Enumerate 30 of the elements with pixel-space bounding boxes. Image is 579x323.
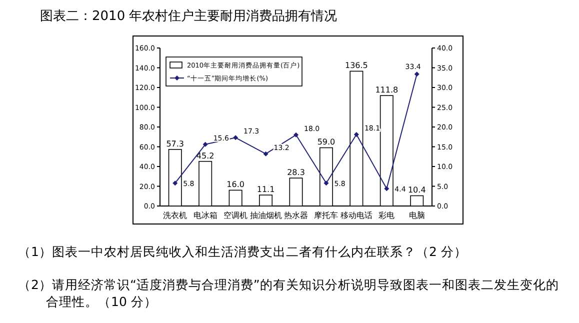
data-label: 57.3 [166,139,184,148]
x-tick-label: 抽油烟机 [250,211,282,220]
x-tick-label: 热水器 [284,211,308,220]
x-tick-label: 移动电话 [340,211,372,220]
x-tick-label: 空调机 [224,211,248,220]
point [294,132,298,138]
data-label: 10.4 [408,186,426,195]
point [384,186,390,192]
chart-title: 图表二：2010 年农村住户主要耐用消费品拥有情况 [40,8,338,25]
data-label: 59.0 [317,138,336,147]
x-tick-label: 电脑 [408,211,425,220]
text: （1）图表一中农村居民纯收入和生活消费支出二者有什么内在联系？（2 分） [18,243,468,260]
point [414,72,420,77]
x-tick-label: 洗衣机 [163,211,188,220]
data-label: 16.0 [226,180,244,190]
point [172,180,178,186]
data-label: 111.8 [375,86,398,95]
point [263,151,268,156]
data-label: 45.2 [196,151,214,160]
x-tick-label: 摩托车 [314,211,338,220]
point [354,132,359,138]
point [233,135,238,140]
point [202,142,208,147]
data-label: 28.3 [287,168,305,178]
data-label: 136.5 [344,61,368,70]
text: （2）请用经济常识“适度消费与合理消费”的有关知识分析说明导致图表一和图表二发生变化的合理性。（10 分） [18,276,560,310]
x-tick-label: 电冰箱 [193,211,218,220]
data-label: 11.1 [256,185,275,194]
point [324,180,329,186]
x-tick-label: 彩电 [378,211,395,220]
